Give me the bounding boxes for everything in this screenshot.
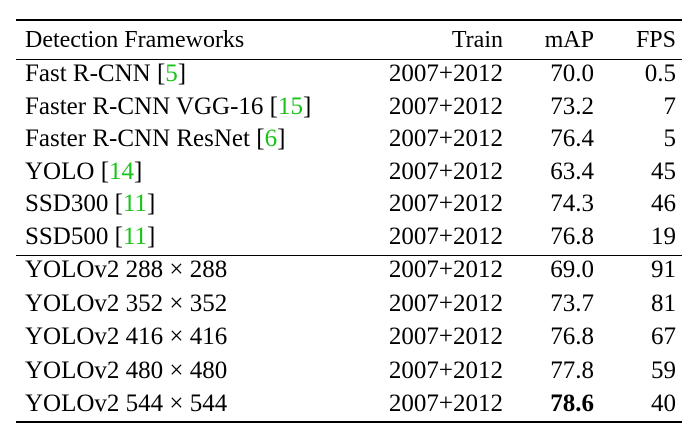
framework-cell: SSD300 [11] (25, 189, 155, 219)
framework-name: YOLO (25, 157, 95, 185)
cite-open: [ (156, 60, 166, 87)
train-cell: 2007+2012 (388, 323, 503, 350)
framework-name: YOLOv2 288 × 288 (25, 256, 228, 283)
cite-close: ] (134, 157, 143, 185)
bottom-rule (16, 421, 682, 423)
framework-name: Faster R-CNN VGG-16 (25, 92, 264, 120)
citation: 5 (165, 60, 178, 87)
map-cell: 69.0 (550, 256, 594, 283)
cite-open: [ (256, 125, 265, 152)
map-cell: 73.7 (550, 289, 594, 317)
citation: 11 (122, 222, 148, 250)
framework-name: SSD300 (25, 190, 109, 217)
map-cell: 63.4 (550, 157, 594, 185)
cite-open: [ (100, 157, 110, 185)
framework-cell: YOLOv2 544 × 544 (25, 389, 227, 419)
framework-cell: YOLO [14] (25, 157, 142, 187)
map-cell: 77.8 (550, 356, 594, 384)
fps-cell: 81 (651, 289, 676, 317)
fps-cell: 5 (663, 125, 677, 152)
framework-name: YOLOv2 480 × 480 (25, 356, 228, 384)
map-cell: 74.3 (550, 190, 594, 217)
cite-close: ] (147, 222, 156, 250)
map-cell: 78.6 (550, 390, 594, 417)
cite-open: [ (269, 92, 278, 120)
framework-cell: YOLOv2 288 × 288 (25, 255, 227, 285)
header-cell: FPS (635, 27, 676, 53)
framework-cell: Faster R-CNN VGG-16 [15] (25, 92, 311, 122)
fps-cell: 67 (651, 323, 676, 350)
cite-close: ] (277, 125, 286, 152)
citation: 11 (122, 190, 148, 217)
framework-cell: Faster R-CNN ResNet [6] (25, 124, 285, 154)
top-rule (16, 19, 682, 21)
citation: 15 (278, 92, 303, 120)
train-cell: 2007+2012 (388, 125, 503, 152)
train-cell: 2007+2012 (388, 60, 503, 87)
framework-cell: YOLOv2 352 × 352 (25, 289, 227, 319)
cite-close: ] (147, 190, 156, 217)
framework-cell: Fast R-CNN [5] (25, 59, 186, 89)
framework-name: Fast R-CNN (25, 60, 151, 87)
train-cell: 2007+2012 (388, 356, 503, 384)
fps-cell: 0.5 (644, 60, 676, 87)
framework-cell: YOLOv2 416 × 416 (25, 322, 227, 352)
fps-cell: 46 (651, 190, 676, 217)
framework-name: Faster R-CNN ResNet (25, 125, 250, 152)
train-cell: 2007+2012 (388, 289, 503, 317)
header-cell: Train (451, 27, 503, 53)
header-cell: Detection Frameworks (25, 27, 245, 53)
framework-name: SSD500 (25, 222, 109, 250)
train-cell: 2007+2012 (388, 390, 503, 417)
map-cell: 76.8 (550, 222, 594, 250)
train-cell: 2007+2012 (388, 92, 503, 120)
cite-open: [ (114, 190, 123, 217)
train-cell: 2007+2012 (388, 157, 503, 185)
fps-cell: 45 (651, 157, 676, 185)
map-cell: 76.8 (550, 323, 594, 350)
fps-cell: 59 (651, 356, 676, 384)
map-cell: 73.2 (550, 92, 594, 120)
framework-cell: SSD500 [11] (25, 222, 155, 252)
map-cell: 70.0 (550, 60, 594, 87)
citation: 6 (264, 125, 278, 152)
framework-name: YOLOv2 352 × 352 (25, 289, 228, 317)
framework-cell: YOLOv2 480 × 480 (25, 356, 227, 386)
framework-name: YOLOv2 416 × 416 (25, 323, 228, 350)
header-cell: mAP (544, 27, 594, 53)
train-cell: 2007+2012 (388, 190, 503, 217)
fps-cell: 40 (651, 390, 676, 417)
framework-name: YOLOv2 544 × 544 (25, 390, 228, 417)
citation: 14 (109, 157, 135, 185)
fps-cell: 91 (651, 256, 676, 283)
fps-cell: 19 (651, 222, 676, 250)
map-cell: 76.4 (550, 125, 594, 152)
fps-cell: 7 (663, 92, 677, 120)
cite-open: [ (114, 222, 123, 250)
cite-close: ] (303, 92, 312, 120)
train-cell: 2007+2012 (388, 256, 503, 283)
train-cell: 2007+2012 (388, 222, 503, 250)
cite-close: ] (177, 60, 187, 87)
group-rule (16, 255, 682, 256)
header-rule (16, 59, 682, 60)
